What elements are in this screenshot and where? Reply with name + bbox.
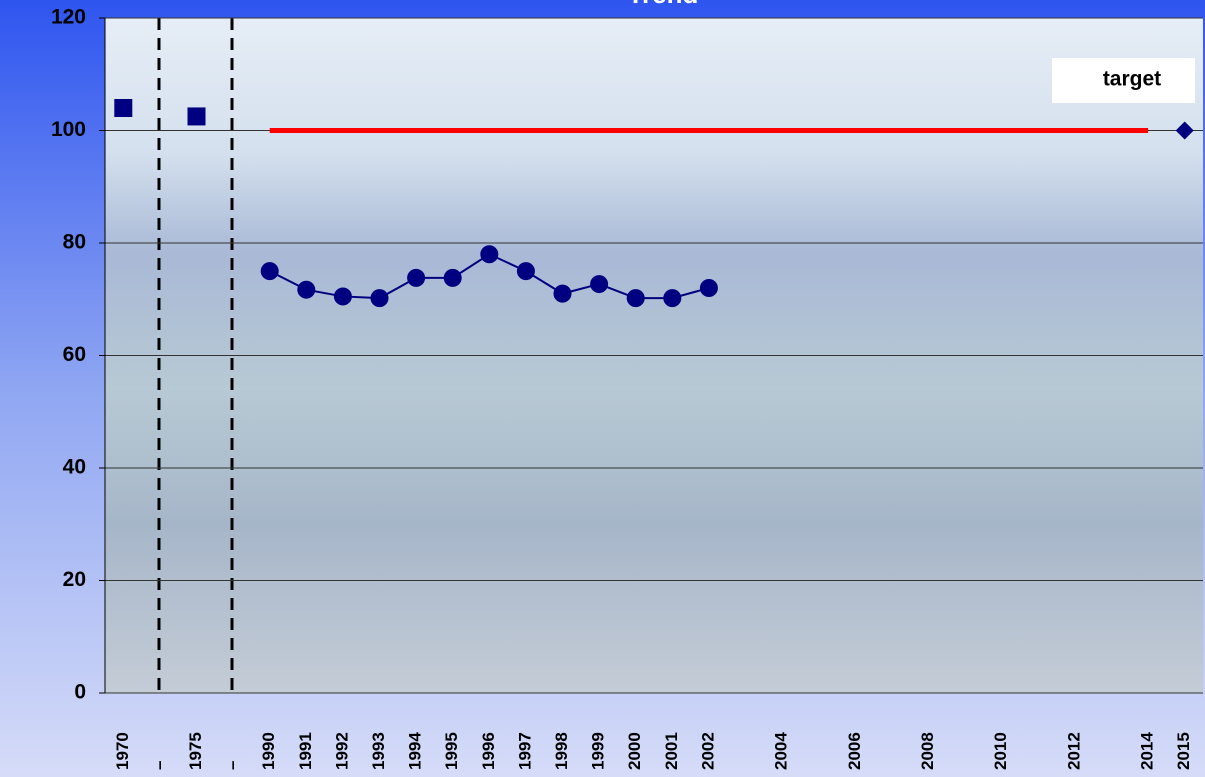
marker bbox=[187, 107, 206, 126]
marker bbox=[1175, 121, 1194, 140]
marker bbox=[333, 287, 352, 306]
marker bbox=[626, 289, 645, 308]
y-tick-label: 120 bbox=[51, 6, 86, 29]
y-tick-label: 40 bbox=[63, 456, 86, 479]
x-tick-label: 1991 bbox=[296, 732, 315, 770]
marker bbox=[480, 245, 499, 264]
x-tick-label: 1975 bbox=[186, 732, 205, 770]
x-tick-label: 1997 bbox=[515, 732, 534, 770]
x-tick-label: 1970 bbox=[113, 732, 132, 770]
marker bbox=[516, 262, 535, 281]
x-tick-label: 1996 bbox=[479, 732, 498, 770]
x-tick-label: 1994 bbox=[406, 732, 425, 770]
marker bbox=[590, 275, 609, 294]
marker bbox=[443, 268, 462, 287]
y-tick-label: 20 bbox=[63, 568, 86, 591]
annotation: target bbox=[1103, 68, 1161, 91]
y-tick-label: 100 bbox=[51, 118, 86, 141]
x-tick-label: 2008 bbox=[918, 732, 937, 770]
marker bbox=[297, 280, 316, 299]
x-tick-label: 1990 bbox=[259, 732, 278, 770]
x-tick-label: 2015 bbox=[1174, 732, 1193, 770]
x-tick-label: 1993 bbox=[369, 732, 388, 770]
x-tick-label: 2004 bbox=[772, 732, 791, 770]
marker bbox=[260, 262, 279, 281]
y-tick-label: 0 bbox=[74, 681, 86, 704]
x-tick-label: 2010 bbox=[991, 732, 1010, 770]
x-tick-label: – bbox=[223, 761, 242, 770]
x-tick-label: 2000 bbox=[625, 732, 644, 770]
x-tick-label: 1998 bbox=[552, 732, 571, 770]
x-tick-label: 2002 bbox=[698, 732, 717, 770]
marker bbox=[663, 289, 682, 308]
x-tick-label: 2014 bbox=[1138, 732, 1157, 770]
x-tick-label: 2006 bbox=[845, 732, 864, 770]
y-tick-label: 80 bbox=[63, 231, 86, 254]
marker bbox=[370, 289, 389, 308]
chart-title: Trend bbox=[628, 0, 699, 9]
y-tick-label: 60 bbox=[63, 343, 86, 366]
marker bbox=[407, 268, 426, 287]
marker bbox=[699, 279, 718, 297]
x-tick-label: 1999 bbox=[589, 732, 608, 770]
x-tick-label: 1995 bbox=[442, 732, 461, 770]
annotation-box bbox=[1052, 58, 1195, 103]
x-tick-label: – bbox=[149, 761, 168, 770]
marker bbox=[114, 99, 133, 117]
marker bbox=[553, 284, 572, 303]
x-tick-label: 2012 bbox=[1064, 732, 1083, 770]
x-tick-label: 1992 bbox=[332, 732, 351, 770]
x-tick-label: 2001 bbox=[662, 732, 681, 770]
